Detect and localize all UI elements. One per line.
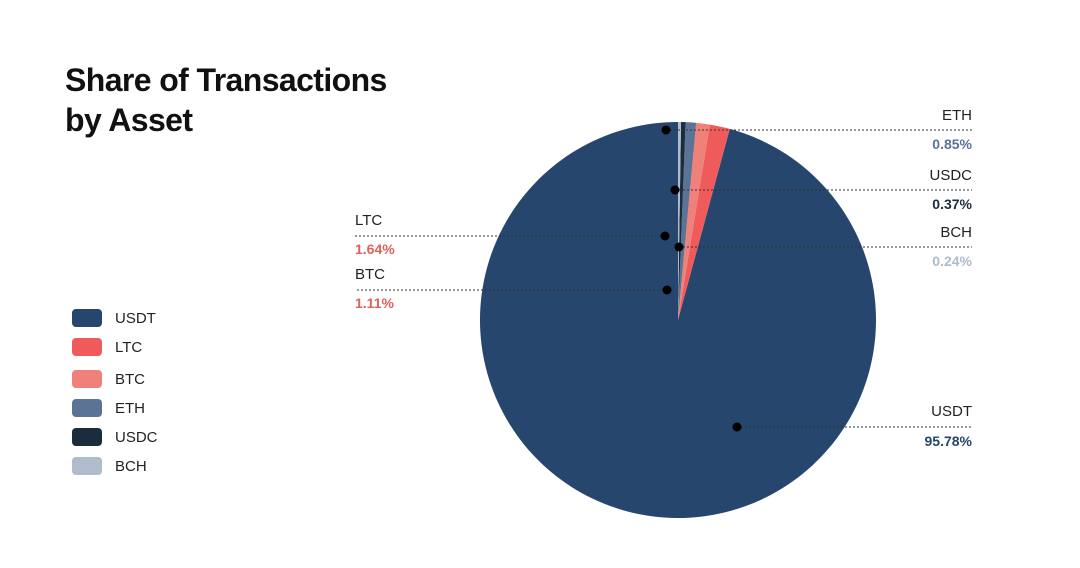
legend-item-usdc: USDC bbox=[72, 425, 232, 449]
callout-btc: BTC 1.11% bbox=[355, 266, 672, 311]
legend-swatch-usdc bbox=[72, 428, 102, 446]
legend-swatch-btc bbox=[72, 370, 102, 388]
callout-bch: BCH 0.24% bbox=[674, 224, 973, 269]
pie-slice-btc bbox=[678, 122, 710, 320]
callout-dot-usdt bbox=[732, 422, 742, 432]
pie-slice-bch bbox=[678, 121, 681, 320]
slice-value-usdt: 95.78% bbox=[925, 433, 973, 449]
legend-swatch-ltc bbox=[72, 338, 102, 356]
legend-item-btc: BTC bbox=[72, 367, 232, 391]
chart-title: Share of Transactions by Asset bbox=[65, 60, 445, 140]
legend-item-bch: BCH bbox=[72, 454, 232, 478]
slice-label-usdt: USDT bbox=[931, 403, 972, 420]
callout-dot-ltc bbox=[660, 231, 670, 241]
slice-label-usdc: USDC bbox=[929, 167, 972, 184]
slice-value-ltc: 1.64% bbox=[355, 241, 395, 257]
slice-value-usdc: 0.37% bbox=[932, 196, 972, 212]
legend-label-usdt: USDT bbox=[115, 309, 156, 327]
slice-label-ltc: LTC bbox=[355, 212, 382, 229]
legend-swatch-usdt bbox=[72, 309, 102, 327]
slice-label-eth: ETH bbox=[942, 107, 972, 124]
callout-dot-eth bbox=[661, 125, 671, 135]
legend-swatch-eth bbox=[72, 399, 102, 417]
legend-item-eth: ETH bbox=[72, 396, 232, 420]
callout-dot-bch bbox=[674, 242, 684, 252]
legend-label-eth: ETH bbox=[115, 399, 145, 417]
slice-label-bch: BCH bbox=[940, 224, 972, 241]
slice-value-btc: 1.11% bbox=[355, 295, 394, 311]
callout-eth: ETH 0.85% bbox=[661, 107, 973, 152]
callout-ltc: LTC 1.64% bbox=[355, 212, 670, 257]
callout-dot-usdc bbox=[670, 185, 680, 195]
legend-swatch-bch bbox=[72, 457, 102, 475]
legend-label-ltc: LTC bbox=[115, 338, 143, 356]
pie-slice-usdc bbox=[678, 122, 686, 321]
chart-title-line-1: Share of Transactions bbox=[65, 62, 387, 98]
chart-title-line-2: by Asset bbox=[65, 102, 193, 138]
legend-label-usdc: USDC bbox=[115, 428, 158, 446]
callout-usdc: USDC 0.37% bbox=[670, 167, 973, 212]
legend-label-btc: BTC bbox=[115, 370, 145, 388]
slice-value-eth: 0.85% bbox=[932, 136, 972, 152]
callout-usdt: USDT 95.78% bbox=[732, 403, 973, 449]
slice-value-bch: 0.24% bbox=[932, 253, 972, 269]
pie-slice-usdt bbox=[479, 122, 876, 519]
slice-label-btc: BTC bbox=[355, 266, 385, 283]
pie-slice-ltc bbox=[678, 124, 730, 320]
pie-slice-eth bbox=[678, 122, 697, 321]
callout-dot-btc bbox=[662, 285, 672, 295]
legend-item-usdt: USDT bbox=[72, 306, 232, 330]
legend-item-ltc: LTC bbox=[72, 335, 232, 359]
legend-label-bch: BCH bbox=[115, 457, 147, 475]
